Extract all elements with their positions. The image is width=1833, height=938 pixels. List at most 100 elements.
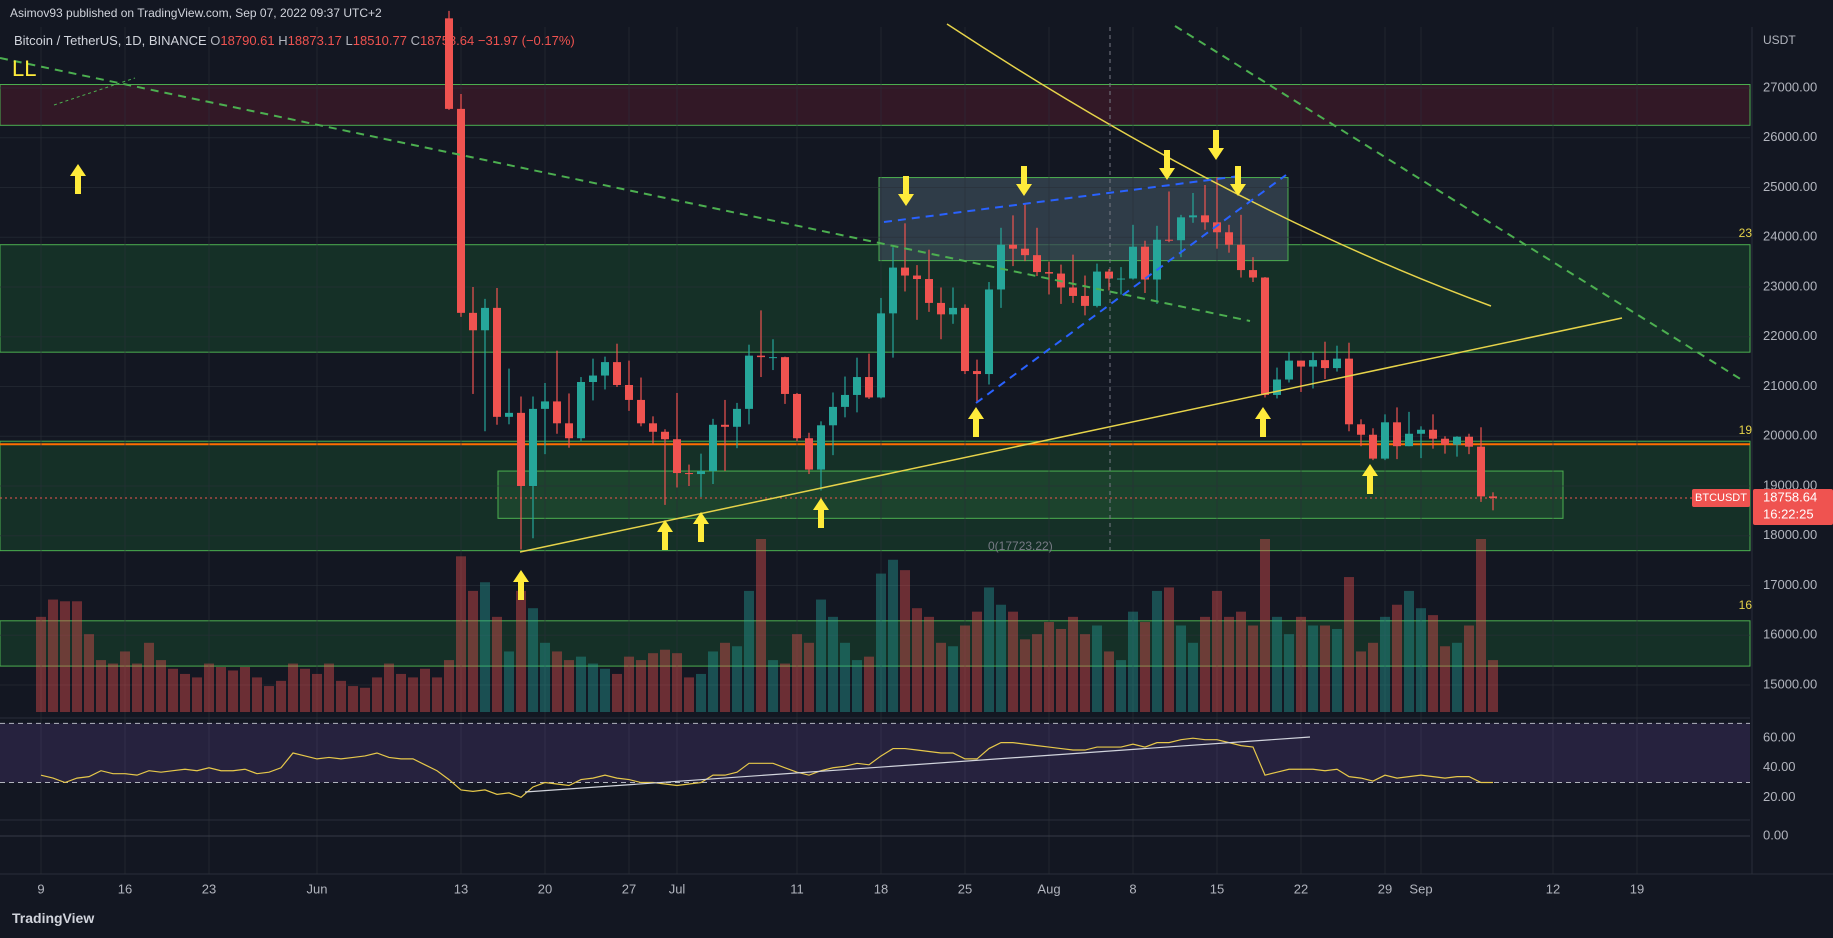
candle-body (1153, 239, 1161, 280)
volume-bar (492, 616, 502, 712)
pattern-label: LL (12, 56, 36, 81)
symbol: Bitcoin / TetherUS, 1D, BINANCE (14, 33, 207, 48)
price-unit: USDT (1763, 33, 1796, 47)
candle-body (1381, 422, 1389, 459)
volume-bar (1176, 625, 1186, 712)
top-bar (0, 0, 1833, 27)
candle-body (1489, 496, 1497, 498)
x-tick-label: 29 (1378, 881, 1392, 896)
candle-body (1417, 429, 1425, 434)
volume-bar (96, 660, 106, 712)
annotation-arrow (657, 520, 673, 550)
volume-bar (300, 668, 310, 712)
volume-bar (828, 616, 838, 712)
volume-bar (432, 677, 442, 712)
y-tick-label: 24000.00 (1763, 229, 1817, 244)
legend-value: 18510.77 (352, 33, 407, 48)
volume-bar (1284, 634, 1294, 712)
volume-bar (1488, 660, 1498, 712)
x-tick-label: 18 (874, 881, 888, 896)
volume-bar (1332, 628, 1342, 712)
background-layer (0, 27, 1751, 874)
candle-body (1453, 436, 1461, 445)
volume-bar (1164, 587, 1174, 712)
volume-bar (756, 539, 766, 712)
volume-bar (1260, 539, 1270, 712)
candle-body (1177, 217, 1185, 241)
volume-bar (180, 673, 190, 712)
price-tag: 18758.64 (1763, 489, 1817, 504)
candle-body (997, 244, 1005, 290)
profile-label: 16 (1739, 598, 1753, 612)
candle-body (961, 307, 969, 372)
x-tick-label: 16 (118, 881, 132, 896)
volume-bar (852, 660, 862, 712)
candle-body (481, 307, 489, 331)
volume-bar (720, 642, 730, 712)
candle-body (469, 312, 477, 331)
zone (497, 470, 1564, 519)
volume-bar (672, 653, 682, 712)
candle-body (733, 408, 741, 427)
volume-bar (708, 651, 718, 712)
candle-body (1105, 271, 1113, 279)
candle-body (793, 393, 801, 439)
volume-bar (636, 660, 646, 712)
annotation-arrow (813, 498, 829, 528)
annotation-arrow (1208, 130, 1224, 160)
volume-bar (1080, 634, 1090, 712)
volume-bar (612, 673, 622, 712)
volume-bar (48, 599, 58, 712)
trendline (0, 57, 1251, 322)
candle-body (901, 267, 909, 276)
volume-bar (408, 677, 418, 712)
volume-bar (192, 677, 202, 712)
volume-bar (1476, 539, 1486, 712)
volume-bar (516, 590, 526, 712)
volume-bar (1452, 642, 1462, 712)
candle-body (1345, 358, 1353, 425)
volume-bar (588, 663, 598, 712)
candle-body (841, 394, 849, 407)
volume-bar (1188, 642, 1198, 712)
volume-bar (156, 660, 166, 712)
volume-bar (1356, 651, 1366, 712)
candle-body (637, 399, 645, 424)
volume-bar (348, 686, 358, 712)
volume-bar (1392, 604, 1402, 712)
volume-bar (228, 670, 238, 712)
volume-bar (600, 668, 610, 712)
volume-bar (252, 677, 262, 712)
zone (0, 84, 1751, 126)
candle-body (1045, 272, 1053, 274)
x-tick-label: 22 (1294, 881, 1308, 896)
annotation-arrow (70, 164, 86, 194)
candle-body (1021, 248, 1029, 256)
candle-body (913, 275, 921, 280)
volume-bar (444, 660, 454, 712)
volume-bar (996, 604, 1006, 712)
y-tick-label: 20000.00 (1763, 428, 1817, 443)
candle-body (1297, 360, 1305, 367)
volume-bar (948, 646, 958, 712)
candle-body (745, 355, 753, 409)
candle-body (1033, 255, 1041, 273)
volume-bar (1272, 616, 1282, 712)
candle-body (697, 471, 705, 475)
volume-bar (1212, 590, 1222, 712)
candle-body (673, 439, 681, 474)
volume-bar (1440, 646, 1450, 712)
legend-value: 18758.64 (420, 33, 475, 48)
volume-bar (972, 611, 982, 712)
volume-bar (528, 608, 538, 712)
y-tick-label: 27000.00 (1763, 79, 1817, 94)
candle-body (865, 377, 873, 398)
x-tick-label: 20 (538, 881, 552, 896)
candle-body (889, 267, 897, 314)
price-tag-box (1753, 488, 1833, 525)
volume-bar (132, 663, 142, 712)
volume-bar (1056, 628, 1066, 712)
drawing-layer (0, 23, 1743, 793)
candle-body (1069, 287, 1077, 296)
legend-value: 18790.61 (220, 33, 275, 48)
